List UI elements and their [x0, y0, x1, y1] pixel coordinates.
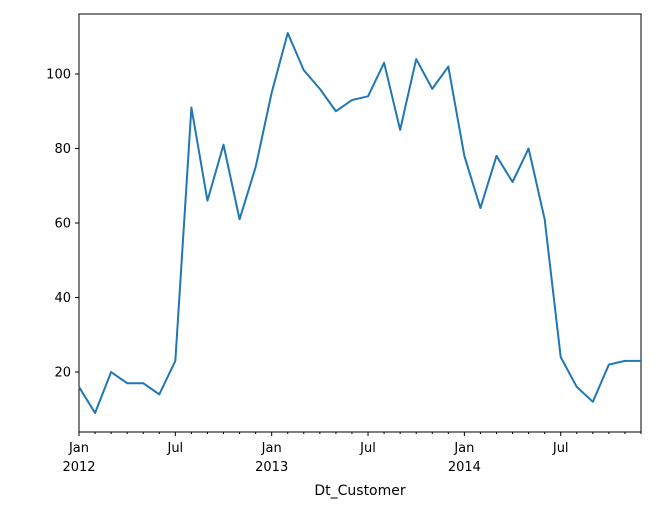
series-group — [78, 32, 641, 414]
x-tick-year-label: 2014 — [448, 460, 481, 475]
x-tick-label: Jan — [261, 441, 282, 456]
y-tick-label: 20 — [54, 366, 71, 381]
y-tick-label: 60 — [54, 217, 71, 232]
y-axis: 20 40 60 80 100 — [46, 67, 79, 381]
x-tick-year-label: 2012 — [62, 460, 95, 475]
x-tick-label: Jul — [359, 441, 376, 456]
x-axis-label: Dt_Customer — [314, 483, 406, 499]
x-tick-label: Jan — [453, 441, 474, 456]
plot-frame — [78, 13, 642, 433]
y-tick-label: 100 — [46, 67, 71, 82]
x-tick-year-label: 2013 — [255, 460, 288, 475]
x-axis: Jan 2012 Jul Jan 2013 Jul Jan 2014 Jul — [62, 432, 642, 475]
x-tick-label: Jul — [166, 441, 183, 456]
y-tick-label: 40 — [54, 291, 71, 306]
y-tick-label: 80 — [54, 142, 71, 157]
axes-frame — [78, 13, 642, 433]
x-tick-label: Jan — [68, 441, 89, 456]
series-line — [78, 32, 641, 414]
x-tick-label: Jul — [552, 441, 569, 456]
